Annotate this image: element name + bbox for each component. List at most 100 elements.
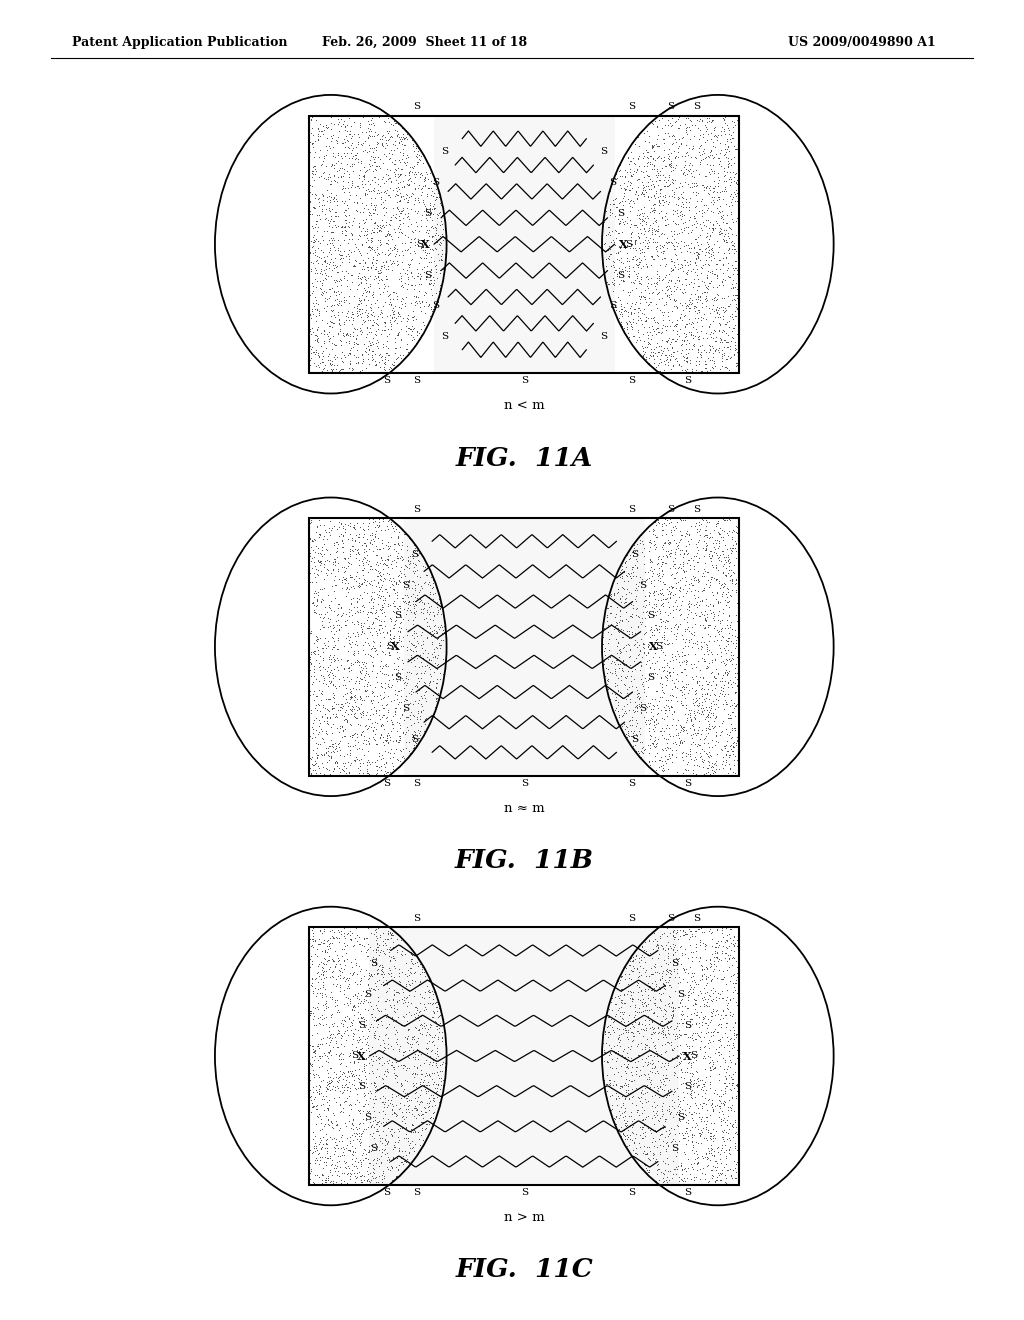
Point (672, 238, 688, 259)
Point (337, 675, 353, 696)
Point (695, 1027, 712, 1048)
Point (316, 249, 333, 271)
Point (651, 570, 668, 591)
Point (636, 642, 652, 663)
Point (382, 186, 398, 207)
Point (641, 585, 657, 606)
Point (708, 675, 724, 696)
Point (380, 1027, 396, 1048)
Point (705, 1156, 721, 1177)
Point (705, 276, 721, 297)
Point (667, 272, 683, 293)
Point (325, 989, 341, 1010)
Point (621, 725, 637, 746)
Point (393, 535, 410, 556)
Point (703, 1049, 720, 1071)
Point (417, 166, 433, 187)
Point (407, 305, 423, 326)
Point (377, 346, 393, 367)
Point (728, 338, 744, 359)
Point (310, 1154, 327, 1175)
Point (715, 1129, 731, 1150)
Point (673, 661, 689, 682)
Point (327, 989, 343, 1010)
Point (336, 202, 352, 223)
Point (400, 206, 417, 227)
Point (631, 721, 647, 742)
Point (653, 583, 670, 605)
Point (368, 249, 384, 271)
Point (354, 1096, 371, 1117)
Point (425, 1001, 441, 1022)
Point (684, 1080, 700, 1101)
Point (710, 931, 726, 952)
Point (713, 1092, 729, 1113)
Point (323, 112, 339, 133)
Point (426, 704, 442, 725)
Point (351, 1114, 368, 1135)
Point (594, 234, 610, 255)
Point (707, 734, 723, 755)
Point (323, 240, 339, 261)
Point (305, 713, 322, 734)
Point (718, 744, 734, 766)
Point (347, 329, 364, 350)
Point (373, 362, 389, 383)
Point (328, 282, 344, 304)
Point (400, 238, 417, 259)
Point (672, 1100, 688, 1121)
Point (364, 523, 380, 544)
Point (417, 672, 433, 693)
Point (728, 668, 744, 689)
Point (708, 659, 724, 680)
Point (686, 284, 702, 305)
Point (368, 354, 384, 375)
Point (680, 1109, 696, 1130)
Point (355, 653, 372, 675)
Point (634, 242, 650, 263)
Point (342, 516, 358, 537)
Point (374, 306, 390, 327)
Point (352, 958, 369, 979)
Point (637, 978, 653, 999)
Point (311, 660, 328, 681)
Point (307, 1140, 324, 1162)
Point (662, 154, 678, 176)
Point (728, 288, 744, 309)
Point (640, 125, 656, 147)
Point (419, 1127, 435, 1148)
Point (357, 1034, 374, 1055)
Point (390, 528, 407, 549)
Point (660, 1069, 677, 1090)
Point (412, 993, 428, 1014)
Point (630, 168, 646, 189)
Point (415, 616, 431, 638)
Point (326, 164, 342, 185)
Point (360, 618, 377, 639)
Point (342, 1015, 358, 1036)
Point (729, 323, 745, 345)
Point (397, 286, 414, 308)
Point (608, 597, 625, 618)
Point (389, 1133, 406, 1154)
Point (711, 1069, 727, 1090)
Point (339, 949, 355, 970)
Point (366, 282, 382, 304)
Point (696, 1127, 713, 1148)
Point (705, 983, 721, 1005)
Point (367, 323, 383, 345)
Point (367, 242, 383, 263)
Point (313, 1034, 330, 1055)
Point (413, 164, 429, 185)
Point (403, 261, 420, 282)
Point (324, 1003, 340, 1024)
Point (705, 557, 721, 578)
Point (407, 187, 423, 209)
Point (315, 965, 332, 986)
Point (720, 1106, 736, 1127)
Point (400, 209, 417, 230)
Point (680, 296, 696, 317)
Point (347, 318, 364, 339)
Point (681, 137, 697, 158)
Point (679, 611, 695, 632)
